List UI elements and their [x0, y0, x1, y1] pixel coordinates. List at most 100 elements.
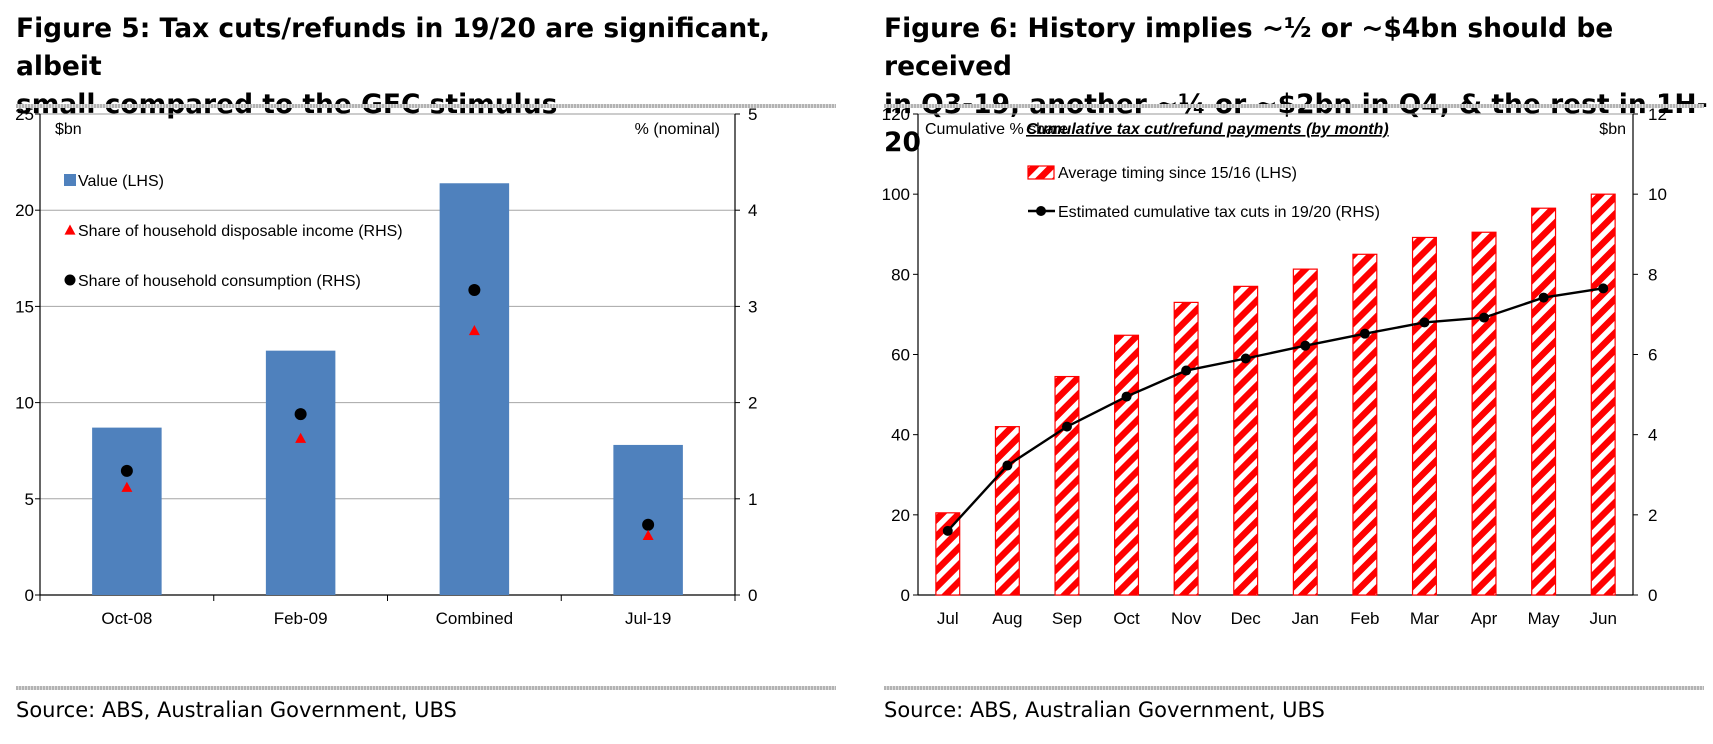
legend-marker-estimated-tax-cuts — [1036, 206, 1046, 216]
figure-5-bottom-rule — [16, 686, 836, 690]
right-axis-tick-label: 12 — [1648, 105, 1667, 124]
point-estimated-cumulative-tax-cuts — [1061, 421, 1072, 432]
point-estimated-cumulative-tax-cuts — [942, 525, 953, 536]
legend-swatch-value — [64, 174, 76, 186]
x-axis-category-label: Apr — [1471, 609, 1498, 628]
figure-6-bottom-rule — [884, 686, 1704, 690]
bar-value — [439, 183, 510, 595]
bar-average-timing — [1471, 231, 1497, 596]
bar-average-timing — [1411, 236, 1437, 596]
x-axis-category-label: May — [1528, 609, 1561, 628]
point-household-disposable-income — [642, 529, 654, 541]
bar-average-timing — [935, 512, 961, 596]
figure-6-title-line-1: Figure 6: History implies ~½ or ~$4bn sh… — [884, 13, 1614, 82]
bar-average-timing — [1590, 193, 1616, 596]
bar-average-timing — [1531, 207, 1557, 596]
left-axis-tick-label: 20 — [891, 506, 910, 525]
legend-label-value: Value (LHS) — [78, 173, 164, 190]
left-axis-tick-label: 0 — [25, 586, 34, 605]
x-axis-category-label: Sep — [1052, 609, 1082, 628]
legend-label-consumption: Share of household consumption (RHS) — [78, 273, 361, 290]
left-axis-unit-label: $bn — [55, 121, 82, 138]
point-estimated-cumulative-tax-cuts — [1598, 283, 1609, 294]
chart-title: Cumulative tax cut/refund payments (by m… — [1026, 121, 1389, 138]
x-axis-category-label: Jul — [937, 609, 959, 628]
left-axis-tick-label: 25 — [15, 105, 34, 124]
x-axis-category-label: Jul-19 — [625, 609, 671, 628]
left-axis-tick-label: 40 — [891, 426, 910, 445]
bar-average-timing — [1054, 375, 1080, 596]
point-household-consumption — [294, 408, 307, 421]
right-axis-tick-label: 1 — [748, 490, 757, 509]
plot-area-frame — [917, 113, 1634, 596]
x-axis-category-label: Aug — [992, 609, 1022, 628]
bar-average-timing — [1233, 285, 1259, 596]
point-estimated-cumulative-tax-cuts — [1479, 312, 1490, 323]
x-axis-category-label: Feb-09 — [274, 609, 328, 628]
right-axis-tick-label: 5 — [748, 105, 757, 124]
x-axis-category-label: Jun — [1589, 609, 1616, 628]
line-estimated-cumulative-tax-cuts — [946, 287, 1604, 532]
figure-5-panel: Figure 5: Tax cuts/refunds in 19/20 are … — [0, 0, 850, 744]
left-axis-tick-label: 0 — [901, 586, 910, 605]
bar-average-timing — [994, 426, 1020, 596]
x-axis-category-label: Oct — [1113, 609, 1140, 628]
legend-label-estimated-tax-cuts: Estimated cumulative tax cuts in 19/20 (… — [1058, 204, 1380, 221]
figure-5-source: Source: ABS, Australian Government, UBS — [16, 698, 457, 722]
point-estimated-cumulative-tax-cuts — [1121, 391, 1132, 402]
left-axis-tick-label: 100 — [882, 185, 910, 204]
point-household-consumption — [468, 284, 481, 297]
right-axis-unit-label: % (nominal) — [635, 121, 720, 138]
left-axis-tick-label: 80 — [891, 265, 910, 284]
bar-average-timing — [1173, 301, 1199, 596]
x-axis-category-label: Feb — [1350, 609, 1379, 628]
x-axis-category-label: Jan — [1292, 609, 1319, 628]
point-household-disposable-income — [295, 432, 307, 443]
bar-average-timing — [1292, 268, 1318, 596]
x-axis-category-label: Dec — [1231, 609, 1262, 628]
bar-average-timing — [1352, 253, 1378, 596]
figure-5-chart: 0 5 10 15 20 25 0 1 2 3 4 5 Oct-08 Feb-09 Combined Jul-… — [15, 105, 757, 628]
legend-swatch-average-timing — [1027, 165, 1055, 180]
point-estimated-cumulative-tax-cuts — [1181, 365, 1192, 376]
legend-label-average-timing: Average timing since 15/16 (LHS) — [1058, 165, 1297, 182]
point-household-disposable-income — [468, 324, 480, 336]
point-estimated-cumulative-tax-cuts — [1538, 292, 1549, 303]
left-axis-unit-label: Cumulative % share — [925, 121, 1068, 138]
right-axis-tick-label: 2 — [1648, 506, 1657, 525]
right-axis-tick-label: 6 — [1648, 346, 1657, 365]
bar-average-timing — [1114, 334, 1140, 596]
x-axis-category-label: Nov — [1171, 609, 1202, 628]
figure-6-chart: 0 20 40 60 80 100 120 0 2 4 6 8 10 12 Jul Aug Sep Oct Nov D… — [882, 105, 1667, 628]
legend-label-disposable-income: Share of household disposable income (RH… — [78, 223, 403, 240]
bar-value — [265, 350, 336, 595]
right-axis-tick-label: 0 — [748, 586, 757, 605]
bar-value — [92, 427, 162, 595]
right-axis-tick-label: 0 — [1648, 586, 1657, 605]
left-axis-tick-label: 120 — [882, 105, 910, 124]
right-axis-tick-label: 2 — [748, 394, 757, 413]
figure-6-panel: Figure 6: History implies ~½ or ~$4bn sh… — [868, 0, 1713, 744]
right-axis-tick-label: 8 — [1648, 265, 1657, 284]
left-axis-tick-label: 15 — [15, 297, 34, 316]
left-axis-tick-label: 20 — [15, 201, 34, 220]
point-estimated-cumulative-tax-cuts — [1359, 328, 1370, 339]
point-estimated-cumulative-tax-cuts — [1002, 460, 1013, 471]
x-axis-category-label: Combined — [436, 609, 514, 628]
point-household-consumption — [642, 518, 655, 531]
x-axis-category-label: Oct-08 — [101, 609, 152, 628]
figure-6-top-rule — [884, 104, 1704, 108]
x-axis-category-label: Mar — [1410, 609, 1440, 628]
point-estimated-cumulative-tax-cuts — [1240, 353, 1251, 364]
legend-marker-disposable-income — [64, 224, 76, 235]
point-household-consumption — [120, 464, 133, 477]
left-axis-tick-label: 5 — [25, 490, 34, 509]
left-axis-tick-label: 60 — [891, 346, 910, 365]
figure-6-source: Source: ABS, Australian Government, UBS — [884, 698, 1325, 722]
point-estimated-cumulative-tax-cuts — [1419, 317, 1430, 328]
legend-marker-consumption — [64, 274, 76, 286]
right-axis-unit-label: $bn — [1599, 121, 1626, 138]
right-axis-tick-label: 10 — [1648, 185, 1667, 204]
right-axis-tick-label: 3 — [748, 297, 757, 316]
point-estimated-cumulative-tax-cuts — [1300, 340, 1311, 351]
